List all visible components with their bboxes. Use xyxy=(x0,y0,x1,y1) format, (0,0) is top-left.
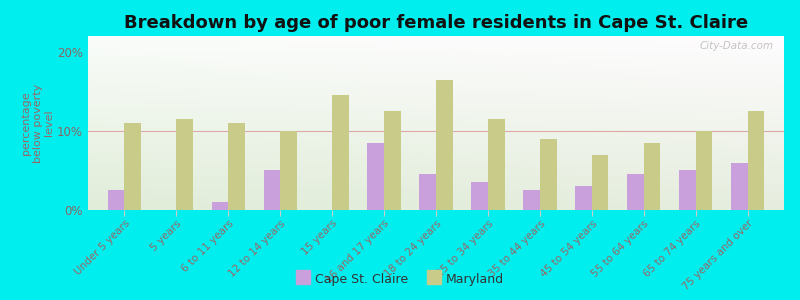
Title: Breakdown by age of poor female residents in Cape St. Claire: Breakdown by age of poor female resident… xyxy=(124,14,748,32)
Bar xyxy=(592,154,609,210)
Bar xyxy=(384,111,401,210)
Bar xyxy=(228,123,245,210)
Bar xyxy=(696,131,712,210)
Bar xyxy=(523,190,540,210)
Bar xyxy=(471,182,488,210)
Bar xyxy=(575,186,592,210)
Bar xyxy=(540,139,557,210)
Legend: Cape St. Claire, Maryland: Cape St. Claire, Maryland xyxy=(291,268,509,291)
Bar xyxy=(124,123,141,210)
Bar xyxy=(627,174,644,210)
Bar xyxy=(488,119,505,210)
Bar xyxy=(212,202,228,210)
Bar xyxy=(332,95,349,210)
Bar xyxy=(644,143,660,210)
Bar xyxy=(108,190,124,210)
Bar xyxy=(731,163,748,210)
Y-axis label: percentage
below poverty
level: percentage below poverty level xyxy=(21,83,54,163)
Bar xyxy=(176,119,193,210)
Text: City-Data.com: City-Data.com xyxy=(699,41,774,51)
Bar xyxy=(748,111,764,210)
Bar xyxy=(367,143,384,210)
Bar xyxy=(436,80,453,210)
Bar xyxy=(419,174,436,210)
Bar xyxy=(263,170,280,210)
Bar xyxy=(679,170,696,210)
Bar xyxy=(280,131,297,210)
